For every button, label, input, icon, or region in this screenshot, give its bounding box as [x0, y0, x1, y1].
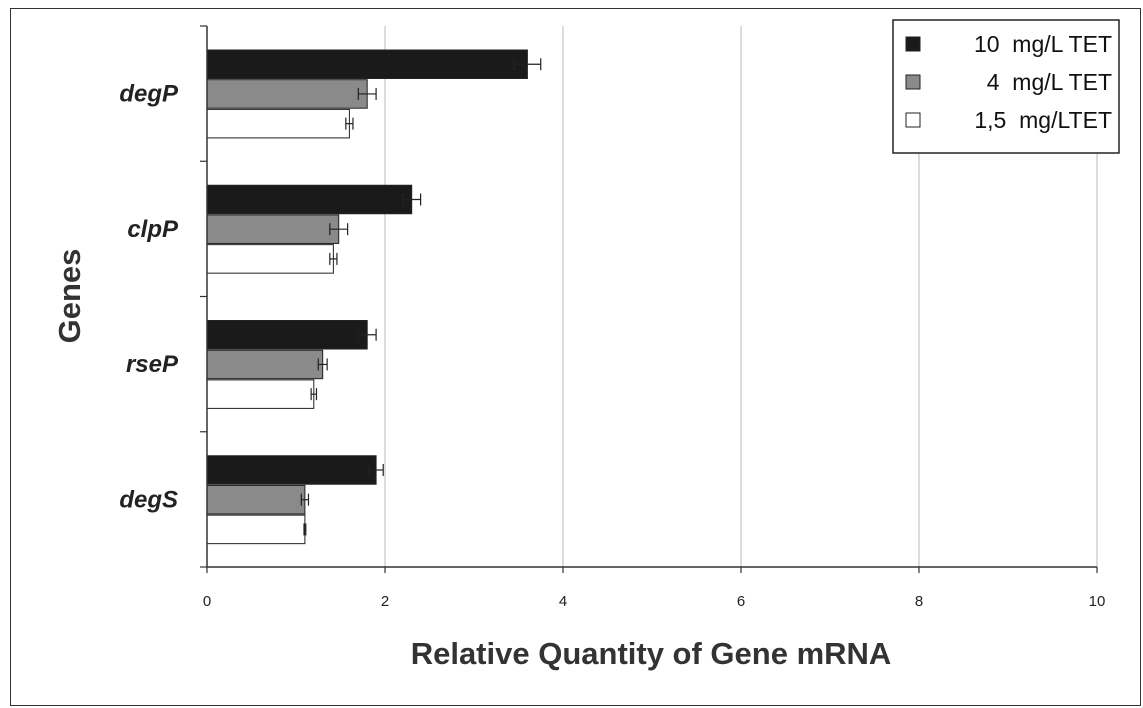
legend-swatch-2 [905, 112, 921, 128]
category-label-degP: degP [119, 81, 179, 108]
legend-swatch-1 [905, 74, 921, 90]
category-labels: degP clpP rseP degS [119, 81, 179, 514]
bars [206, 49, 542, 545]
x-tick-label: 6 [737, 593, 745, 610]
bar-rseP-series-1 [206, 349, 324, 380]
category-label-clpP: clpP [127, 216, 179, 243]
bar-degS-series-1 [206, 484, 306, 515]
bar-degS-series-0 [206, 455, 377, 485]
legend-label-1: 4 mg/L TET [987, 69, 1112, 95]
bar-clpP-series-0 [206, 184, 413, 215]
bar-clpP-series-1 [206, 214, 340, 244]
bar-clpP-series-2 [206, 244, 334, 274]
x-tick-label: 0 [203, 593, 211, 610]
bar-rseP-series-0 [206, 320, 368, 350]
x-tick-label: 8 [915, 593, 923, 610]
x-tick-labels: 0 2 4 6 8 10 [203, 593, 1106, 610]
bar-degP-series-1 [206, 79, 368, 109]
x-tick-label: 2 [381, 593, 389, 610]
legend-label-0: 10 mg/L TET [974, 31, 1112, 57]
legend-box [892, 19, 1120, 154]
bar-degP-series-2 [206, 108, 350, 139]
legend-label-2: 1,5 mg/LTET [974, 107, 1112, 133]
x-axis-title: Relative Quantity of Gene mRNA [411, 636, 892, 671]
bar-degP-series-0 [206, 49, 528, 79]
x-tick-label: 4 [559, 593, 567, 610]
y-axis-title: Genes [52, 249, 87, 344]
category-label-rseP: rseP [126, 351, 179, 378]
bar-rseP-series-2 [206, 379, 315, 409]
legend-swatch-0 [905, 36, 921, 52]
x-tick-label: 10 [1089, 593, 1106, 610]
bar-degS-series-2 [206, 514, 306, 545]
category-label-degS: degS [119, 486, 178, 513]
axes [200, 25, 1098, 573]
legend: 10 mg/L TET 4 mg/L TET 1,5 mg/LTET [892, 19, 1120, 154]
